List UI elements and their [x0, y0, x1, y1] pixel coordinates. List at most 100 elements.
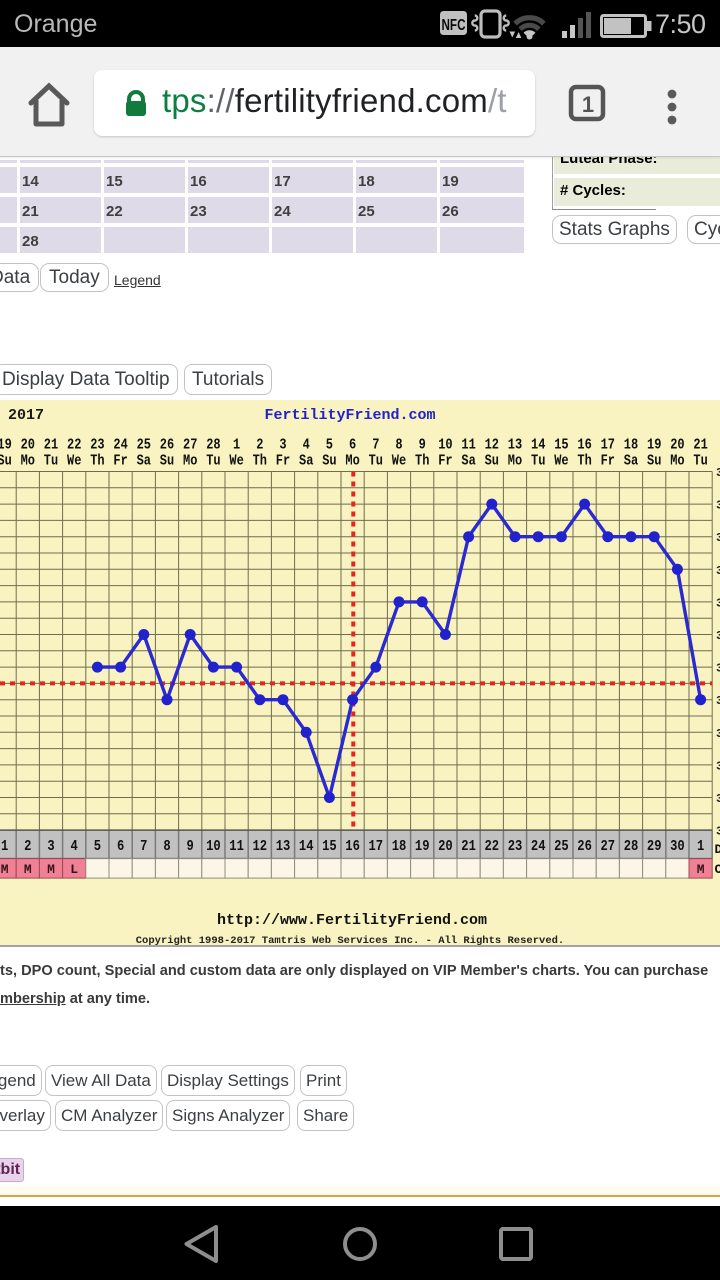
svg-text:Fr: Fr [601, 454, 615, 470]
svg-text:15: 15 [554, 438, 568, 454]
svg-text:22: 22 [67, 438, 81, 454]
svg-text:21: 21 [44, 438, 59, 454]
svg-text:4: 4 [303, 438, 310, 454]
svg-text:27: 27 [601, 839, 616, 855]
svg-text:3: 3 [716, 466, 720, 480]
svg-text:Sa: Sa [624, 454, 639, 470]
svg-text:2: 2 [24, 839, 31, 855]
svg-text:Fr: Fr [276, 454, 290, 470]
svg-text:7: 7 [140, 839, 147, 855]
svg-text:6: 6 [117, 839, 124, 855]
svg-text:We: We [229, 454, 243, 470]
svg-text:Th: Th [253, 454, 267, 470]
svg-text:4: 4 [71, 839, 79, 855]
svg-text:Tu: Tu [531, 454, 545, 470]
svg-text:10: 10 [438, 438, 452, 454]
svg-text:19: 19 [647, 438, 661, 454]
svg-text:Fr: Fr [113, 454, 127, 470]
svg-text:20: 20 [21, 438, 35, 454]
svg-text:We: We [554, 454, 568, 470]
svg-text:3: 3 [716, 792, 720, 806]
svg-text:NFC: NFC [442, 17, 466, 34]
svg-text:Su: Su [0, 454, 12, 470]
svg-text:2017: 2017 [8, 407, 44, 424]
svg-text:20: 20 [438, 839, 453, 855]
svg-text:3: 3 [716, 759, 720, 773]
svg-text:7: 7 [372, 438, 379, 454]
svg-text:23: 23 [508, 839, 523, 855]
svg-text:Sa: Sa [461, 454, 476, 470]
svg-text:22: 22 [485, 839, 500, 855]
svg-text:D: D [715, 842, 720, 857]
svg-text:1: 1 [233, 438, 240, 454]
svg-text:5: 5 [326, 438, 333, 454]
svg-text:Su: Su [485, 454, 499, 470]
svg-text:3: 3 [716, 629, 720, 643]
svg-text:28: 28 [624, 839, 639, 855]
svg-text:5: 5 [94, 839, 101, 855]
svg-text:15: 15 [322, 839, 337, 855]
svg-text:24: 24 [531, 839, 546, 855]
svg-text:1: 1 [582, 92, 594, 117]
svg-text:2: 2 [256, 438, 263, 454]
svg-text:We: We [67, 454, 81, 470]
svg-text:3: 3 [279, 438, 286, 454]
svg-text:L: L [70, 862, 78, 877]
svg-text:26: 26 [577, 839, 592, 855]
svg-text:3: 3 [716, 662, 720, 676]
svg-text:16: 16 [577, 438, 591, 454]
svg-text:M: M [697, 862, 705, 877]
svg-text:http://www.FertilityFriend.com: http://www.FertilityFriend.com [217, 912, 487, 929]
svg-text:18: 18 [392, 839, 407, 855]
svg-text:Tu: Tu [44, 454, 58, 470]
svg-text:14: 14 [531, 438, 546, 454]
svg-text:6: 6 [349, 438, 356, 454]
svg-text:M: M [47, 862, 55, 877]
svg-text:1: 1 [1, 839, 9, 855]
svg-text:20: 20 [670, 438, 684, 454]
svg-text:11: 11 [461, 438, 476, 454]
svg-text:19: 19 [415, 839, 430, 855]
svg-text:Mo: Mo [183, 454, 198, 470]
svg-text:3: 3 [716, 531, 720, 545]
svg-text:Mo: Mo [670, 454, 685, 470]
svg-text:3: 3 [716, 564, 720, 578]
svg-text:21: 21 [461, 839, 476, 855]
svg-text:3: 3 [716, 596, 720, 610]
svg-text:3: 3 [716, 727, 720, 741]
svg-text:30: 30 [670, 839, 685, 855]
svg-text:24: 24 [113, 438, 128, 454]
svg-text:3: 3 [47, 839, 54, 855]
svg-text:11: 11 [229, 839, 244, 855]
svg-text:16: 16 [345, 839, 360, 855]
svg-text:3: 3 [716, 694, 720, 708]
svg-text:Mo: Mo [508, 454, 523, 470]
svg-text:25: 25 [554, 839, 569, 855]
svg-text:3: 3 [716, 499, 720, 513]
svg-text:10: 10 [206, 839, 221, 855]
svg-text:FertilityFriend.com: FertilityFriend.com [264, 407, 435, 424]
svg-text:13: 13 [508, 438, 522, 454]
svg-text:Su: Su [160, 454, 174, 470]
svg-text:27: 27 [183, 438, 197, 454]
svg-text:Mo: Mo [345, 454, 360, 470]
svg-text:14: 14 [299, 839, 314, 855]
svg-text:28: 28 [206, 438, 220, 454]
svg-text:9: 9 [187, 839, 194, 855]
svg-text:17: 17 [369, 839, 384, 855]
svg-text:Th: Th [415, 454, 429, 470]
svg-text:Su: Su [647, 454, 661, 470]
svg-text:18: 18 [624, 438, 638, 454]
svg-text:We: We [392, 454, 406, 470]
svg-text:9: 9 [419, 438, 426, 454]
svg-text:25: 25 [137, 438, 151, 454]
svg-text:Sa: Sa [137, 454, 152, 470]
svg-text:1: 1 [697, 839, 705, 855]
svg-text:3: 3 [716, 825, 720, 839]
svg-text:Mo: Mo [21, 454, 36, 470]
svg-text:23: 23 [90, 438, 104, 454]
svg-text:Tu: Tu [369, 454, 383, 470]
svg-text:21: 21 [693, 438, 708, 454]
svg-text:Tu: Tu [693, 454, 707, 470]
svg-text:Copyright 1998-2017 Tamtris We: Copyright 1998-2017 Tamtris Web Services… [136, 935, 564, 947]
